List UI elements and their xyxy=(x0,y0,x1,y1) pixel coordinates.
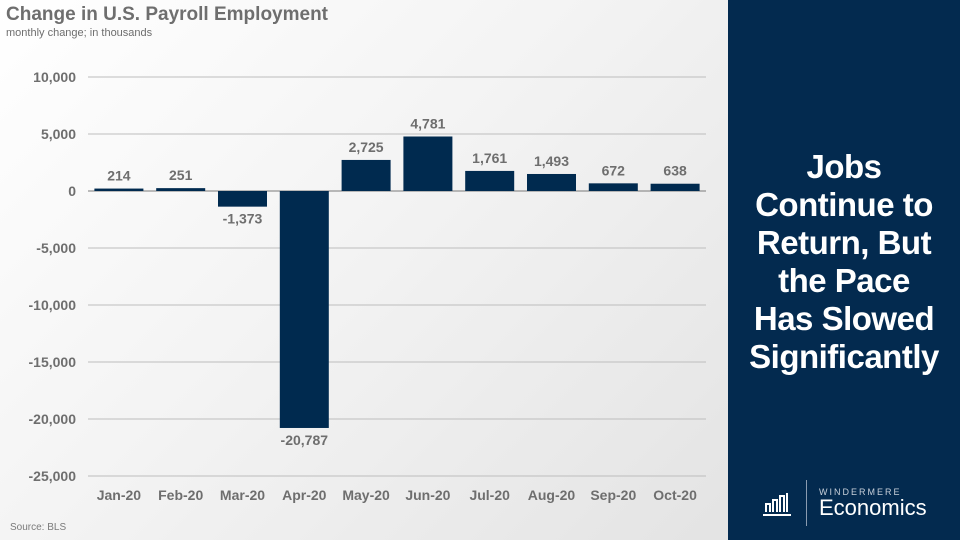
data-label: 1,493 xyxy=(534,153,569,169)
x-tick-label: Jan-20 xyxy=(97,487,142,503)
bar xyxy=(403,136,453,191)
headline-line: Has Slowed xyxy=(753,300,935,337)
x-tick-label: Aug-20 xyxy=(528,487,576,503)
data-label: -1,373 xyxy=(223,211,263,227)
data-label: 638 xyxy=(663,163,687,179)
data-label: 2,725 xyxy=(349,139,384,155)
x-tick-label: Oct-20 xyxy=(653,487,697,503)
bar xyxy=(650,183,700,191)
bar-chart: 10,000 5,000 0 -5,000 -10,000 -15,000 -20,000 -… xyxy=(29,69,706,503)
headline-line: Continue to xyxy=(755,186,933,223)
y-tick-label: 0 xyxy=(68,183,76,199)
y-tick-label: 10,000 xyxy=(33,69,76,85)
data-label: 1,761 xyxy=(472,150,507,166)
headline: Jobs Continue to Return, But the Pace Has Sl… xyxy=(728,148,960,376)
x-tick-label: Feb-20 xyxy=(158,487,203,503)
headline-line: Significantly xyxy=(749,338,939,375)
data-label: 214 xyxy=(107,168,131,184)
y-tick-label: -15,000 xyxy=(29,354,77,370)
bar-chart-logo-icon xyxy=(763,493,791,516)
windermere-logo: WINDERMERE Economics xyxy=(762,480,927,526)
source-note: Source: BLS xyxy=(10,522,67,533)
y-tick-label: -20,000 xyxy=(29,411,77,427)
logo-name: Economics xyxy=(819,495,927,520)
headline-line: Jobs xyxy=(806,148,882,185)
chart-title: Change in U.S. Payroll Employment xyxy=(6,4,329,25)
bar xyxy=(341,159,391,191)
bar xyxy=(279,191,329,428)
data-label: 4,781 xyxy=(410,115,445,131)
bar xyxy=(465,170,515,191)
side-panel: Jobs Continue to Return, But the Pace Has Sl… xyxy=(728,0,960,540)
bar xyxy=(588,183,638,191)
y-tick-label: -25,000 xyxy=(29,468,77,484)
y-tick-label: -10,000 xyxy=(29,297,77,313)
x-tick-label: Jul-20 xyxy=(469,487,510,503)
x-tick-label: Sep-20 xyxy=(590,487,636,503)
x-tick-label: May-20 xyxy=(342,487,390,503)
y-tick-label: -5,000 xyxy=(36,240,76,256)
bar xyxy=(94,188,144,191)
data-label: -20,787 xyxy=(281,432,329,448)
logo-brand: WINDERMERE xyxy=(819,487,902,497)
x-tick-label: Jun-20 xyxy=(405,487,450,503)
x-tick-label: Mar-20 xyxy=(220,487,265,503)
chart-subtitle: monthly change; in thousands xyxy=(6,27,153,39)
bar xyxy=(527,173,576,191)
y-tick-label: 5,000 xyxy=(41,126,76,142)
headline-line: Return, But xyxy=(756,224,932,261)
x-tick-label: Apr-20 xyxy=(282,487,327,503)
data-label: 672 xyxy=(602,162,626,178)
bar xyxy=(156,188,206,191)
headline-line: the Pace xyxy=(778,262,910,299)
logo-divider xyxy=(806,480,807,526)
bar xyxy=(218,191,267,207)
data-label: 251 xyxy=(169,167,193,183)
